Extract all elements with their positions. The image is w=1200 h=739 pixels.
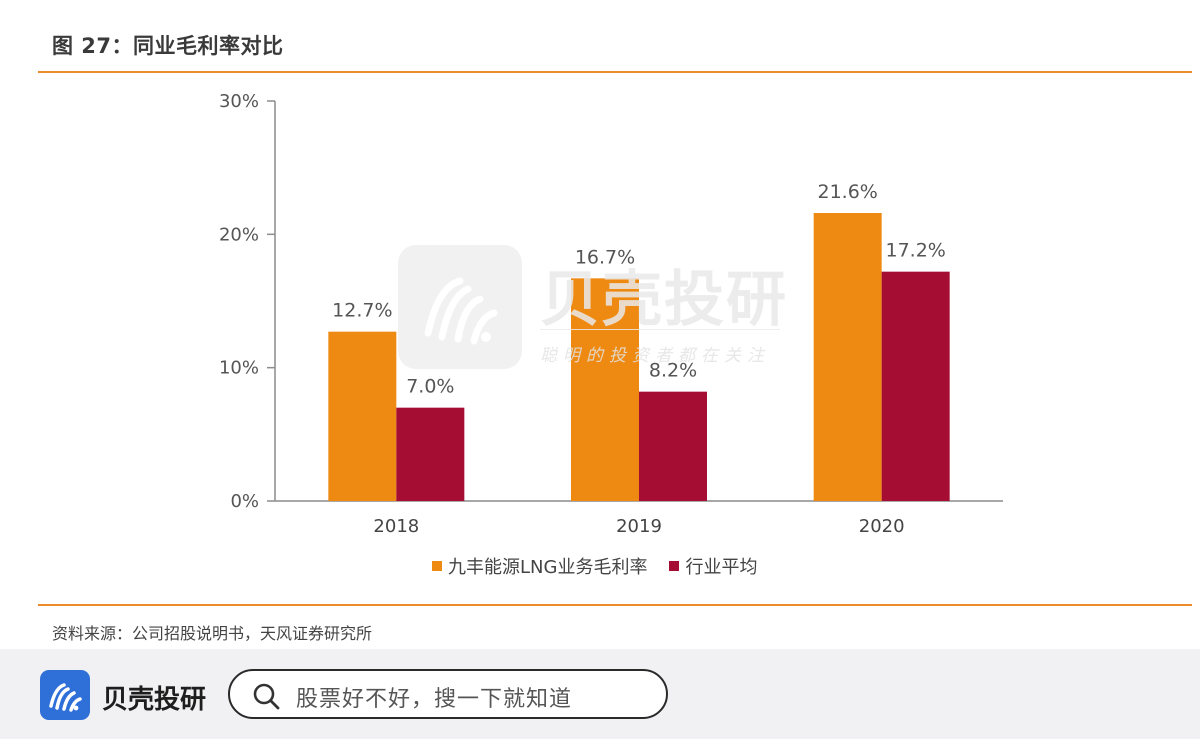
chart-bars — [328, 213, 950, 501]
bottom-bar: 贝壳投研 股票好不好，搜一下就知道 — [0, 649, 1200, 739]
watermark-tagline: 聪明的投资者都在关注 — [540, 346, 770, 366]
data-label: 16.7% — [575, 246, 635, 268]
legend-label-series2: 行业平均 — [685, 557, 758, 578]
y-tick-label: 0% — [230, 491, 259, 512]
search-bar[interactable]: 股票好不好，搜一下就知道 — [228, 669, 668, 719]
legend-swatch-series1 — [432, 561, 442, 571]
app-name: 贝壳投研 — [102, 685, 207, 715]
data-label: 8.2% — [649, 360, 697, 382]
bar-series1 — [571, 278, 639, 501]
bar-chart: 0% 10% 20% 30% 2018 2019 2020 12.7% 16.7% 21.6% 7… — [219, 91, 1003, 537]
x-tick-label: 2020 — [859, 516, 905, 537]
title-divider — [38, 71, 1192, 73]
shell-icon — [49, 683, 82, 712]
bar-series1 — [328, 331, 397, 501]
chart-legend: 九丰能源LNG业务毛利率 行业平均 — [432, 553, 779, 579]
legend-item-series2: 行业平均 — [669, 553, 757, 579]
bar-series2 — [396, 407, 465, 501]
source-divider — [38, 604, 1192, 606]
bar-series2 — [881, 271, 950, 501]
data-label: 12.7% — [332, 300, 392, 322]
figure-title: 图 27：同业毛利率对比 — [52, 34, 284, 58]
y-tick-label: 30% — [219, 91, 259, 112]
bar-series2 — [639, 391, 707, 501]
legend-item-series1: 九丰能源LNG业务毛利率 — [432, 553, 647, 579]
y-tick-label: 20% — [219, 224, 259, 245]
shell-icon — [424, 277, 498, 345]
data-label: 7.0% — [406, 376, 454, 398]
source-note: 资料来源：公司招股说明书，天风证券研究所 — [52, 624, 373, 643]
legend-label-series1: 九丰能源LNG业务毛利率 — [448, 557, 648, 578]
legend-swatch-series2 — [669, 561, 680, 571]
bar-series1 — [813, 213, 882, 501]
watermark: 贝壳投研 聪明的投资者都在关注 — [398, 245, 788, 375]
app-logo[interactable] — [40, 670, 90, 720]
chart-data-labels: 12.7% 16.7% 21.6% 7.0% 8.2% 17.2% — [332, 181, 946, 398]
data-label: 17.2% — [885, 240, 945, 262]
x-tick-label: 2018 — [373, 516, 419, 537]
watermark-name: 贝壳投研 — [540, 265, 788, 335]
y-tick-label: 10% — [219, 358, 259, 379]
watermark-divider — [540, 329, 780, 330]
watermark-logo — [398, 245, 522, 369]
search-placeholder: 股票好不好，搜一下就知道 — [296, 687, 573, 712]
data-label: 21.6% — [817, 181, 877, 203]
search-icon — [253, 683, 280, 710]
x-tick-label: 2019 — [616, 516, 662, 537]
